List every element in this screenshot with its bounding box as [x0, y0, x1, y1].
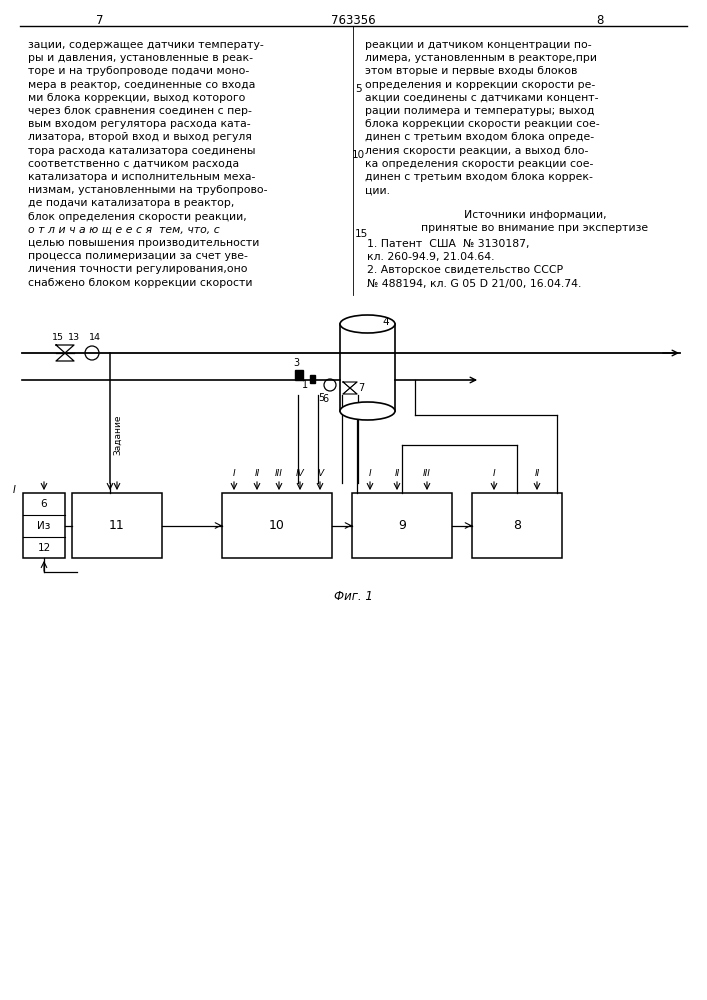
- Text: 8: 8: [513, 519, 521, 532]
- Text: 11: 11: [109, 519, 125, 532]
- Text: ми блока коррекции, выход которого: ми блока коррекции, выход которого: [28, 93, 245, 103]
- Text: Фиг. 1: Фиг. 1: [334, 590, 373, 603]
- Text: 6: 6: [322, 394, 328, 404]
- Text: реакции и датчиком концентрации по-: реакции и датчиком концентрации по-: [365, 40, 592, 50]
- Text: 763356: 763356: [331, 14, 375, 27]
- Text: 9: 9: [398, 519, 406, 532]
- Text: № 488194, кл. G 05 D 21/00, 16.04.74.: № 488194, кл. G 05 D 21/00, 16.04.74.: [367, 279, 581, 289]
- Text: 5: 5: [355, 84, 361, 94]
- Text: через блок сравнения соединен с пер-: через блок сравнения соединен с пер-: [28, 106, 252, 116]
- Text: определения и коррекции скорости ре-: определения и коррекции скорости ре-: [365, 80, 595, 90]
- Bar: [295, 370, 303, 380]
- Text: блок определения скорости реакции,: блок определения скорости реакции,: [28, 212, 247, 222]
- Text: II: II: [395, 469, 399, 478]
- Text: I: I: [13, 485, 16, 495]
- Text: III: III: [423, 469, 431, 478]
- Text: ка определения скорости реакции сое-: ка определения скорости реакции сое-: [365, 159, 593, 169]
- Text: Источники информации,: Источники информации,: [464, 210, 607, 220]
- Text: тора расхода катализатора соединены: тора расхода катализатора соединены: [28, 146, 255, 156]
- Text: блока коррекции скорости реакции сое-: блока коррекции скорости реакции сое-: [365, 119, 600, 129]
- Text: динен с третьим входом блока коррек-: динен с третьим входом блока коррек-: [365, 172, 593, 182]
- Text: I: I: [493, 469, 496, 478]
- Text: ции.: ции.: [365, 185, 390, 195]
- Text: низмам, установленными на трубопрово-: низмам, установленными на трубопрово-: [28, 185, 267, 195]
- Text: 3: 3: [293, 358, 299, 368]
- Text: кл. 260-94.9, 21.04.64.: кл. 260-94.9, 21.04.64.: [367, 252, 494, 262]
- Text: 13: 13: [68, 333, 80, 342]
- Ellipse shape: [340, 402, 395, 420]
- Text: I: I: [233, 469, 235, 478]
- Text: лимера, установленным в реакторе,при: лимера, установленным в реакторе,при: [365, 53, 597, 63]
- Text: Из: Из: [37, 521, 51, 531]
- Text: 7: 7: [358, 383, 364, 393]
- Text: 12: 12: [37, 543, 51, 553]
- Text: лизатора, второй вход и выход регуля: лизатора, второй вход и выход регуля: [28, 132, 252, 142]
- Text: 6: 6: [41, 499, 47, 509]
- Text: Задание: Задание: [113, 415, 122, 455]
- Text: 7: 7: [96, 14, 104, 27]
- Text: 15: 15: [52, 333, 64, 342]
- Text: I: I: [368, 469, 371, 478]
- Text: 4: 4: [382, 317, 389, 327]
- Text: мера в реактор, соединенные со входа: мера в реактор, соединенные со входа: [28, 80, 255, 90]
- Text: де подачи катализатора в реактор,: де подачи катализатора в реактор,: [28, 198, 235, 208]
- Bar: [222, 493, 332, 558]
- Text: 8: 8: [596, 14, 604, 27]
- Text: зации, содержащее датчики температу-: зации, содержащее датчики температу-: [28, 40, 264, 50]
- Text: 10: 10: [352, 150, 365, 160]
- Text: 5: 5: [318, 393, 325, 403]
- Text: IV: IV: [296, 469, 305, 478]
- Text: V: V: [317, 469, 323, 478]
- Text: 2. Авторское свидетельство СССР: 2. Авторское свидетельство СССР: [367, 265, 563, 275]
- Text: ления скорости реакции, а выход бло-: ления скорости реакции, а выход бло-: [365, 146, 588, 156]
- Bar: [310, 375, 315, 383]
- Text: 10: 10: [269, 519, 285, 532]
- Text: 15: 15: [355, 229, 368, 239]
- Text: вым входом регулятора расхода ката-: вым входом регулятора расхода ката-: [28, 119, 250, 129]
- Text: снабжено блоком коррекции скорости: снабжено блоком коррекции скорости: [28, 278, 252, 288]
- Text: торе и на трубопроводе подачи моно-: торе и на трубопроводе подачи моно-: [28, 66, 250, 76]
- Bar: [352, 493, 452, 558]
- Text: катализатора и исполнительным меха-: катализатора и исполнительным меха-: [28, 172, 255, 182]
- Text: акции соединены с датчиками концент-: акции соединены с датчиками концент-: [365, 93, 599, 103]
- Text: 1. Патент  США  № 3130187,: 1. Патент США № 3130187,: [367, 239, 530, 249]
- Bar: [472, 493, 562, 558]
- Text: ры и давления, установленные в реак-: ры и давления, установленные в реак-: [28, 53, 253, 63]
- Bar: [72, 493, 162, 558]
- Text: динен с третьим входом блока опреде-: динен с третьим входом блока опреде-: [365, 132, 594, 142]
- Text: соответственно с датчиком расхода: соответственно с датчиком расхода: [28, 159, 239, 169]
- Text: целью повышения производительности: целью повышения производительности: [28, 238, 259, 248]
- Text: 1: 1: [302, 380, 308, 390]
- Text: 14: 14: [89, 333, 101, 342]
- Text: II: II: [255, 469, 259, 478]
- Text: о т л и ч а ю щ е е с я  тем, что, с: о т л и ч а ю щ е е с я тем, что, с: [28, 225, 220, 235]
- Text: II: II: [534, 469, 539, 478]
- Bar: [23, 493, 65, 558]
- Text: принятые во внимание при экспертизе: принятые во внимание при экспертизе: [421, 223, 648, 233]
- Text: процесса полимеризации за счет уве-: процесса полимеризации за счет уве-: [28, 251, 248, 261]
- Text: этом вторые и первые входы блоков: этом вторые и первые входы блоков: [365, 66, 578, 76]
- Text: личения точности регулирования,оно: личения точности регулирования,оно: [28, 264, 247, 274]
- Text: рации полимера и температуры; выход: рации полимера и температуры; выход: [365, 106, 595, 116]
- Text: III: III: [275, 469, 283, 478]
- Ellipse shape: [340, 315, 395, 333]
